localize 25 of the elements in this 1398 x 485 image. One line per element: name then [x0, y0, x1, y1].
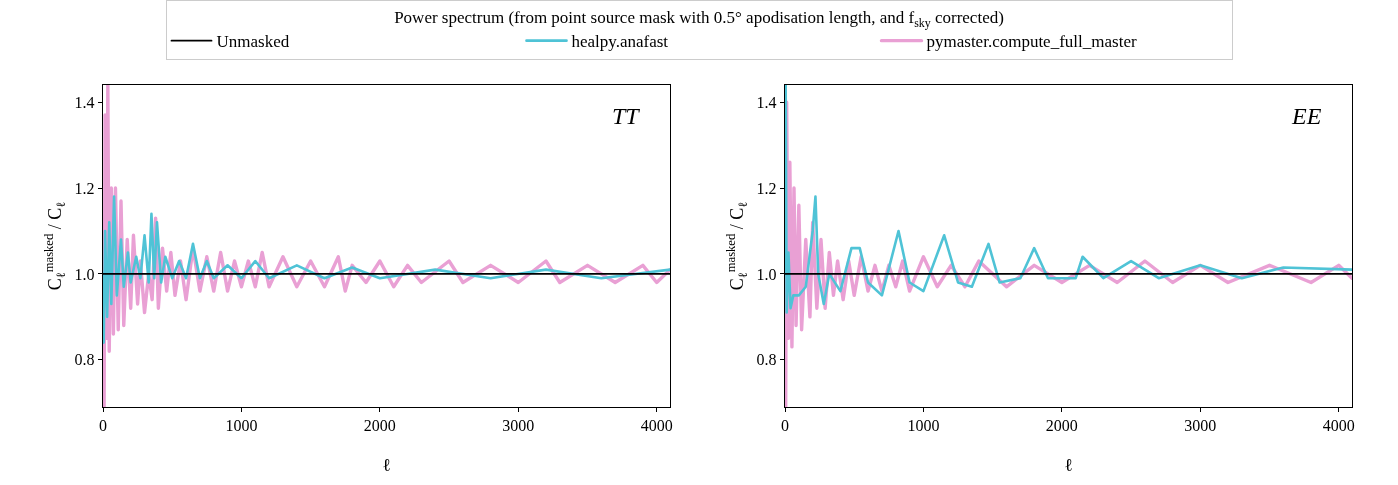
x-tick-label: 0: [99, 417, 107, 435]
y-tick-label: 1.0: [74, 265, 95, 283]
y-tick-label: 1.4: [74, 93, 95, 111]
x-axis-title: ℓ: [1064, 455, 1073, 476]
x-tick-label: 1000: [225, 417, 258, 435]
y-tick-label: 0.8: [74, 351, 95, 369]
legend-label: Unmasked: [216, 32, 290, 52]
x-tick-label: 4000: [1322, 417, 1355, 435]
legend-title: Power spectrum (from point source mask with 0.5° apodisation length, and f$_{sky}$ corrected): [394, 8, 1004, 30]
x-tick-label: 2000: [1045, 417, 1078, 435]
legend-label: pymaster.compute_full_master: [926, 32, 1137, 52]
x-axis-title: ℓ: [382, 455, 391, 476]
y-tick-label: 1.4: [756, 93, 777, 111]
x-tick-label: 0: [781, 417, 789, 435]
y-tick-label: 1.2: [74, 179, 95, 197]
x-tick-label: 4000: [640, 417, 673, 435]
y-tick-label: 1.2: [756, 179, 777, 197]
legend-label: healpy.anafast: [571, 32, 669, 52]
annotation: EE: [1291, 103, 1322, 129]
y-tick-label: 0.8: [756, 351, 777, 369]
x-tick-label: 2000: [363, 417, 396, 435]
x-tick-label: 3000: [502, 417, 535, 435]
x-tick-label: 3000: [1184, 417, 1217, 435]
x-tick-label: 1000: [907, 417, 940, 435]
y-tick-label: 1.0: [756, 265, 777, 283]
